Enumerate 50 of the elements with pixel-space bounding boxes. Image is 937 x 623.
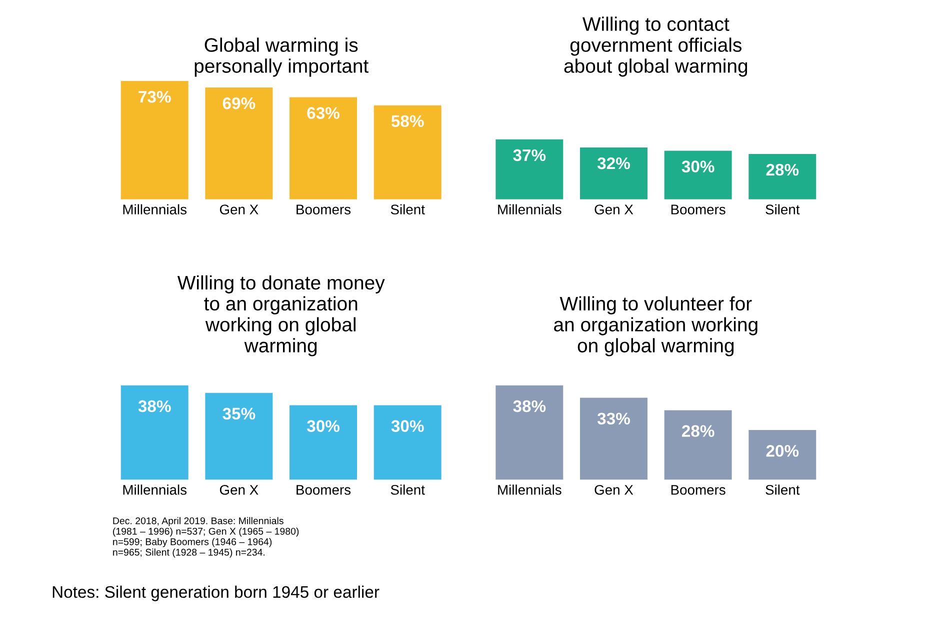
data-label: 30% [682, 160, 714, 172]
data-label: 69% [222, 97, 256, 110]
bar [496, 385, 564, 480]
bar [374, 105, 442, 200]
bar [664, 150, 732, 200]
bar [205, 87, 273, 200]
data-label: 28% [682, 425, 714, 437]
data-label: 38% [138, 400, 171, 412]
x-tick-label: Millennials [498, 204, 562, 214]
x-tick-label: Millennials [123, 484, 187, 495]
x-tick-label: Silent [766, 204, 800, 214]
bar [290, 97, 357, 200]
bar [120, 80, 188, 200]
bar [748, 154, 816, 200]
data-label: 30% [306, 420, 340, 432]
data-label: 38% [513, 400, 546, 412]
bar [580, 147, 648, 200]
data-label: 33% [597, 412, 630, 425]
data-label: 63% [307, 107, 340, 119]
chart-title: Willing to donate money to an organization working on global warming [177, 275, 385, 356]
x-tick-label: Boomers [671, 485, 726, 495]
bar [580, 398, 648, 480]
data-label: 20% [766, 444, 799, 457]
data-label: 58% [391, 115, 424, 128]
x-tick-label: Boomers [296, 204, 351, 214]
x-tick-label: Silent [390, 484, 425, 495]
bar [748, 430, 816, 480]
text: Dec. 2018, April 2019. Base: Millennials (1981 – 1996) n=537; Gen X (1965 – 1980) n=599; Baby Boomers (1946 – 1964) n=965; Silent (1928 – 1945) n=234. [113, 517, 299, 558]
x-tick-label: Silent [390, 204, 425, 214]
x-tick-label: Gen X [594, 484, 634, 495]
x-tick-label: Silent [766, 484, 800, 495]
x-tick-label: Millennials [498, 484, 562, 495]
x-tick-label: Millennials [123, 204, 187, 214]
bar [664, 410, 732, 480]
x-tick-label: Boomers [671, 204, 726, 214]
chart-title: Willing to contact government officials about global warming [564, 16, 748, 77]
chart-title: Global warming is personally important [194, 38, 369, 77]
data-label: 37% [513, 149, 546, 162]
x-tick-label: Gen X [220, 484, 258, 495]
text: Notes: Silent generation born 1945 or earlier [52, 586, 380, 602]
bar [496, 139, 564, 200]
data-label: 30% [391, 420, 424, 432]
x-tick-label: Gen X [594, 204, 634, 214]
data-label: 73% [138, 90, 171, 103]
data-label: 28% [766, 164, 799, 176]
x-tick-label: Boomers [296, 485, 351, 495]
data-label: 32% [597, 157, 630, 170]
chart-title: Willing to volunteer for an organization working on global warming [554, 296, 758, 356]
x-tick-label: Gen X [220, 204, 258, 214]
data-label: 35% [222, 408, 256, 420]
